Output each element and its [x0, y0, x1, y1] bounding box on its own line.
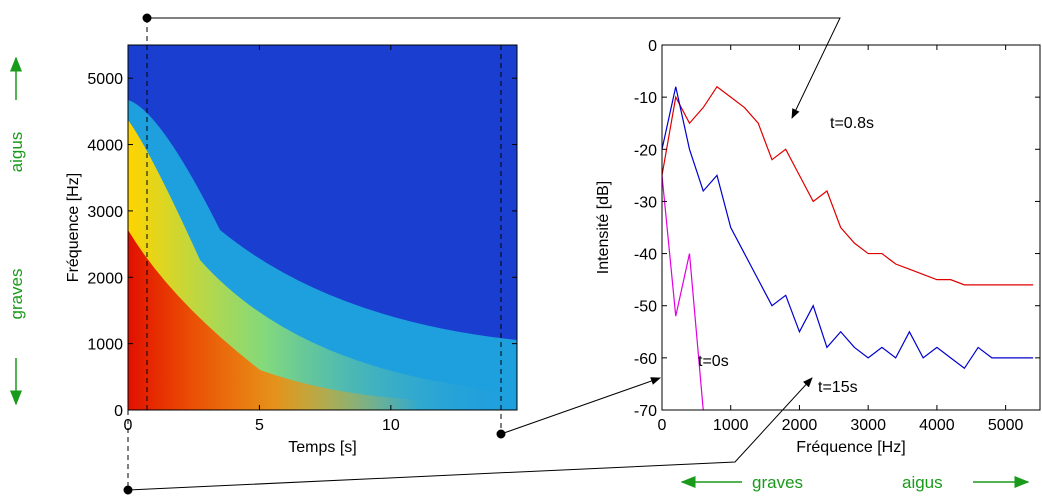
- x-tick-label: 0: [124, 417, 133, 434]
- annotation: graves: [752, 473, 803, 492]
- series-label: t=0.8s: [830, 115, 874, 132]
- line-series: [662, 86, 1034, 370]
- line-series: [662, 175, 704, 410]
- y-tick-label: 1000: [87, 337, 123, 354]
- x-tick-label: 5000: [988, 417, 1024, 434]
- x-tick-label: 5: [255, 417, 264, 434]
- x-axis-label: Fréquence [Hz]: [796, 439, 905, 456]
- x-axis-label: Temps [s]: [288, 439, 356, 456]
- spectrum-panel: t=0.8s t=0s t=15s graves aigus 0 1000 2000 3000 4…: [595, 38, 1041, 492]
- spectrogram-panel: 0 5 10 0 1000 2000 3000 4000 5000 Temps [s] Fréque…: [7, 44, 518, 456]
- y-tick-label: 0: [114, 403, 123, 420]
- y-tick-label: -20: [634, 142, 657, 159]
- y-tick-label: 0: [648, 38, 657, 55]
- y-tick-label: -70: [634, 403, 657, 420]
- connectors: [123, 13, 841, 495]
- y-tick-label: 3000: [87, 204, 123, 221]
- y-tick-label: 2000: [87, 270, 123, 287]
- y-tick-label: -40: [634, 247, 657, 264]
- x-tick-label: 1000: [713, 417, 749, 434]
- x-tick-label: 0: [658, 417, 667, 434]
- x-tick-label: 2000: [782, 417, 818, 434]
- x-tick-label: 3000: [850, 417, 886, 434]
- axes-frame: [127, 44, 518, 411]
- y-tick-label: 4000: [87, 138, 123, 155]
- y-tick-label: -60: [634, 351, 657, 368]
- y-axis-label: Intensité [dB]: [595, 181, 612, 274]
- y-tick-label: -50: [634, 299, 657, 316]
- spectrogram-band: [128, 120, 517, 410]
- direction-arrows: [10, 56, 1030, 488]
- annotation: aigus: [902, 473, 943, 492]
- x-tick-label: 10: [382, 417, 400, 434]
- y-tick-label: -30: [634, 194, 657, 211]
- axes-frame: [661, 44, 1041, 411]
- x-tick-label: 4000: [919, 417, 955, 434]
- series-label: t=15s: [818, 379, 858, 396]
- y-tick-label: 5000: [87, 71, 123, 88]
- y-tick-label: -10: [634, 90, 657, 107]
- spectrogram-band: [128, 230, 420, 410]
- annotation: aigus: [7, 132, 26, 173]
- plot-area: [662, 85, 1034, 410]
- y-axis-label: Fréquence [Hz]: [65, 173, 82, 282]
- line-series: [662, 85, 1034, 286]
- series-label: t=0s: [698, 353, 729, 370]
- annotation: graves: [7, 268, 26, 319]
